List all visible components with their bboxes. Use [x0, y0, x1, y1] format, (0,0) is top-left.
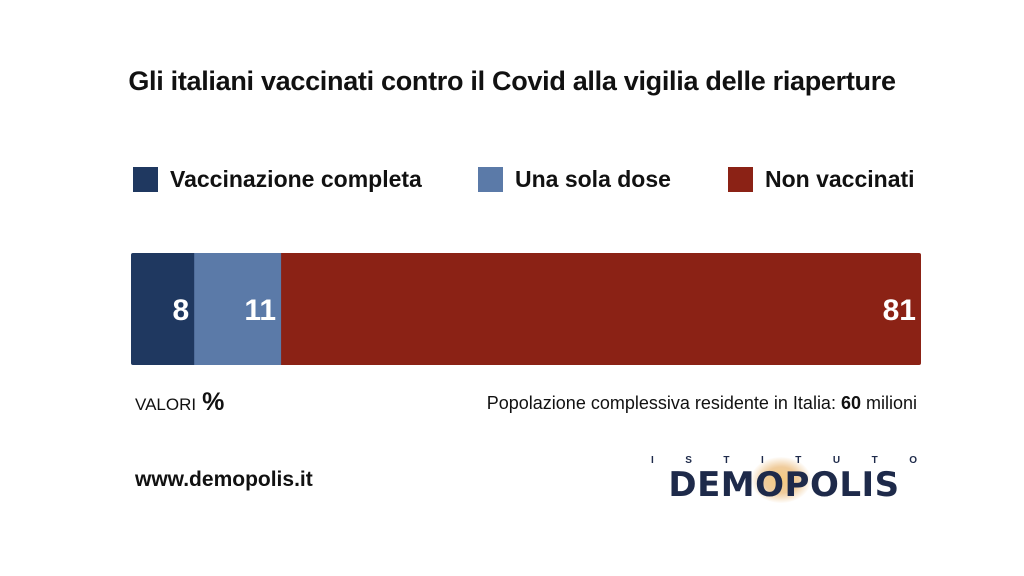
legend-swatch-single-dose [478, 166, 503, 192]
legend-item-unvaccinated: Non vaccinati [728, 166, 915, 192]
legend-label-unvaccinated: Non vaccinati [765, 165, 915, 192]
logo-wordmark: DEMOPOLIS [668, 465, 900, 505]
logo-glow [751, 457, 811, 503]
chart-title: Gli italiani vaccinati contro il Covid a… [128, 66, 896, 96]
legend-swatch-complete [133, 166, 158, 192]
population-suffix: milioni [860, 393, 917, 413]
logo-letter: O [909, 455, 917, 466]
logo-letter: T [723, 455, 730, 466]
legend-label-single-dose: Una sola dose [515, 165, 671, 192]
logo-letter: U [832, 455, 841, 466]
bar-value-label-2: 11 [244, 294, 276, 327]
population-value: 60 [840, 393, 861, 413]
legend-item-single-dose: Una sola dose [478, 166, 671, 192]
logo-letter: I [651, 455, 654, 466]
stacked-bar-chart: 8 11 81 [131, 253, 921, 365]
bar-segment-3 [281, 253, 921, 365]
logo-letter: T [795, 455, 802, 466]
logo-letter: T [871, 455, 878, 466]
bar-segment-2 [194, 253, 282, 365]
legend-item-complete: Vaccinazione completa [133, 166, 422, 192]
bar-segment-1 [131, 253, 195, 365]
demopolis-logo: I S T I T U T O DEMOPOLIS [651, 455, 917, 505]
website-link[interactable]: www.demopolis.it [135, 468, 313, 491]
legend-label-complete: Vaccinazione completa [170, 165, 422, 192]
logo-letter: S [685, 455, 692, 466]
population-text: Popolazione complessiva residente in Ita… [486, 393, 841, 413]
values-unit-note: VALORI % [135, 388, 224, 417]
legend-swatch-unvaccinated [728, 166, 753, 192]
percent-symbol: % [202, 388, 225, 416]
population-note: Popolazione complessiva residente in Ita… [487, 393, 917, 414]
logo-letter: I [761, 455, 764, 466]
bar-value-label-3: 81 [883, 294, 916, 327]
values-label: VALORI [135, 395, 197, 414]
bar-value-label-1: 8 [173, 294, 190, 327]
